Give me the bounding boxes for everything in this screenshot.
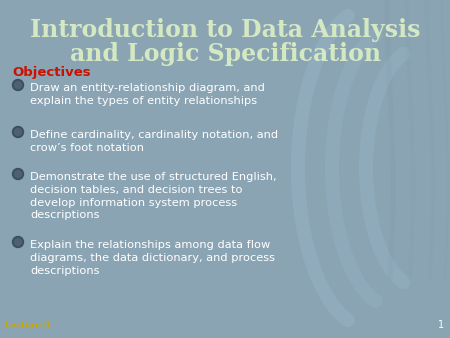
Text: Explain the relationships among data flow
diagrams, the data dictionary, and pro: Explain the relationships among data flo… xyxy=(30,240,275,275)
Circle shape xyxy=(13,126,23,138)
Circle shape xyxy=(14,81,22,89)
Text: Draw an entity-relationship diagram, and
explain the types of entity relationshi: Draw an entity-relationship diagram, and… xyxy=(30,83,265,106)
Text: Introduction to Data Analysis: Introduction to Data Analysis xyxy=(30,18,420,42)
Circle shape xyxy=(14,128,22,136)
Circle shape xyxy=(13,79,23,91)
Text: and Logic Specification: and Logic Specification xyxy=(69,42,381,66)
Circle shape xyxy=(14,239,22,245)
Text: 1: 1 xyxy=(438,320,444,330)
Text: Define cardinality, cardinality notation, and
crow’s foot notation: Define cardinality, cardinality notation… xyxy=(30,130,278,153)
Text: Demonstrate the use of structured English,
decision tables, and decision trees t: Demonstrate the use of structured Englis… xyxy=(30,172,277,220)
Circle shape xyxy=(13,169,23,179)
Text: Lecture 9: Lecture 9 xyxy=(5,321,50,330)
Circle shape xyxy=(13,237,23,247)
Text: Objectives: Objectives xyxy=(12,66,90,79)
Circle shape xyxy=(14,170,22,177)
